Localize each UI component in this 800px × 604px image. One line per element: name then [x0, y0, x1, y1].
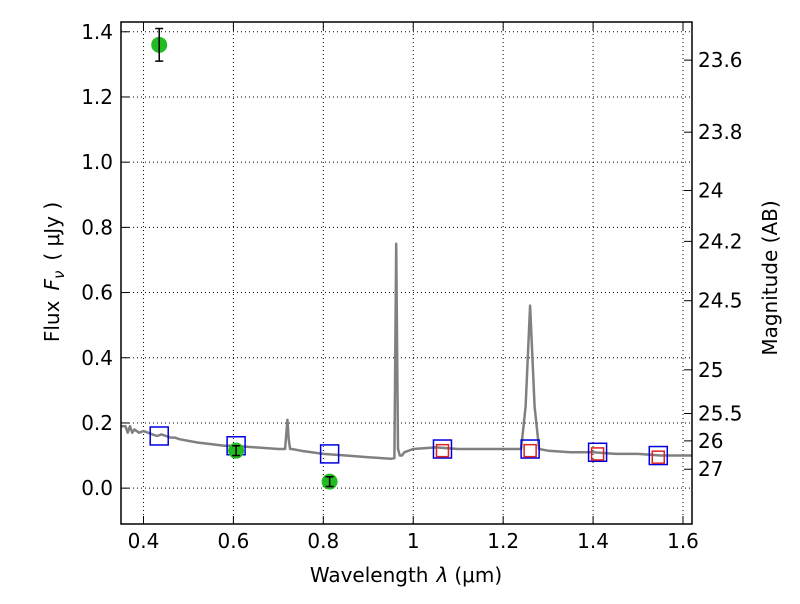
x-tick-label: 0.6: [217, 529, 249, 553]
model-point-red: [523, 443, 537, 458]
x-tick-label: 0.8: [307, 529, 339, 553]
model-point-red: [651, 450, 666, 464]
x-tick-label: 1: [407, 529, 420, 553]
model-point-blue: [319, 444, 340, 464]
y-tick-label: 1.2: [81, 85, 113, 109]
model-point-red: [435, 443, 450, 458]
y2-tick-label: 24.2: [698, 229, 743, 253]
y2-tick-label: 26: [698, 429, 723, 453]
model-point-blue: [648, 445, 669, 466]
y2-tick-label: 27: [698, 457, 723, 481]
y-tick-label: 0.2: [81, 411, 113, 435]
y-tick-label: 0.0: [81, 476, 113, 500]
y-axis-label: FluxFν( μJy ): [40, 202, 68, 342]
y2-tick-label: 23.6: [698, 48, 743, 72]
model-point-blue: [520, 439, 540, 459]
x-tick-label: 1.4: [577, 529, 609, 553]
x-tick-label: 0.4: [128, 529, 160, 553]
y2-axis: 23.6 23.8 24 24.2 24.5 25 25.5 26 27: [684, 48, 743, 481]
observed-photometry-series: [151, 27, 338, 490]
spectrum-series: [121, 242, 692, 461]
model-point-red: [590, 447, 605, 461]
x-tick-label: 1.2: [487, 529, 519, 553]
model-point-blue: [149, 426, 169, 446]
y-tick-label: 0.6: [81, 281, 113, 305]
y-tick-label: 0.4: [81, 346, 113, 370]
y2-tick-label: 25: [698, 358, 723, 382]
x-tick-label: 1.6: [667, 529, 699, 553]
y-tick-label: 0.8: [81, 215, 113, 239]
x-axis: 0.4 0.6 0.8 1 1.2 1.4 1.6: [128, 22, 699, 553]
y-tick-label: 1.0: [81, 150, 113, 174]
y-tick-label: 1.4: [81, 20, 113, 44]
y2-axis-label: Magnitude (AB): [758, 200, 782, 355]
y2-tick-label: 25.5: [698, 401, 743, 425]
model-point-blue: [432, 439, 453, 459]
spectrum-line: [121, 242, 692, 461]
plot-frame: [120, 21, 693, 525]
y2-tick-label: 23.8: [698, 120, 743, 144]
model-point-blue: [587, 442, 608, 463]
y2-tick-label: 24.5: [698, 289, 743, 313]
x-axis-label: Wavelength λ (μm): [310, 563, 502, 587]
y2-tick-label: 24: [698, 179, 723, 203]
model-photometry-series: [149, 426, 669, 466]
y-axis: 0.0 0.2 0.4 0.6 0.8 1.0 1.2 1.4: [81, 20, 129, 500]
